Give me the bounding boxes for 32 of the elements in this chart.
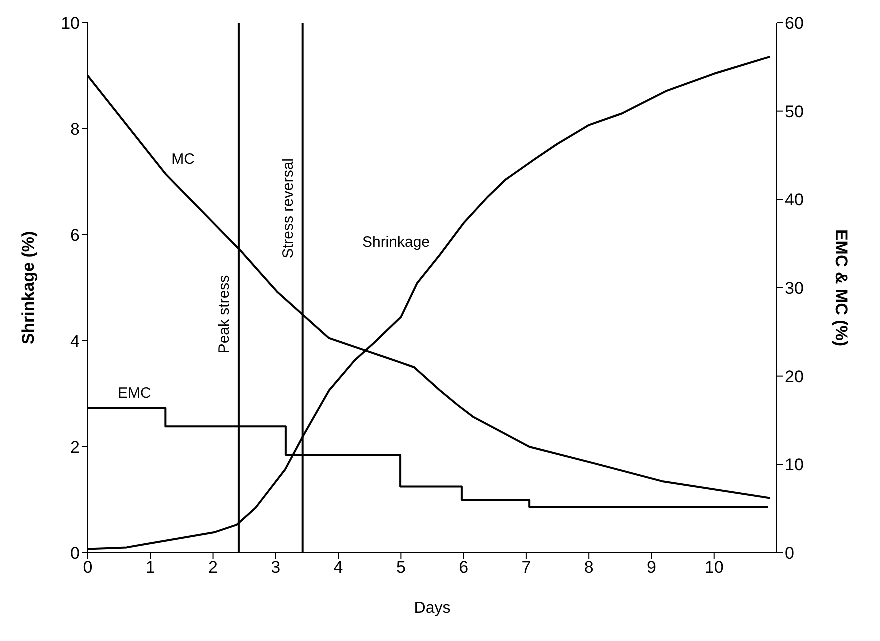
- series-label: EMC: [118, 385, 152, 402]
- x-tick-label: 3: [271, 558, 281, 578]
- y-tick-label: 10: [61, 14, 80, 34]
- y-tick-label: 2: [70, 438, 80, 458]
- y-tick-label: 4: [70, 332, 80, 352]
- y2-tick-label: 40: [785, 190, 804, 210]
- y2-axis-title: EMC & MC (%): [832, 229, 851, 347]
- x-tick-label: 9: [646, 558, 656, 578]
- x-tick-label: 6: [459, 558, 469, 578]
- y2-tick-label: 30: [785, 279, 804, 298]
- x-axis-title: Days: [414, 600, 451, 617]
- y2-tick-label: 60: [785, 14, 804, 34]
- y2-tick-label: 20: [785, 367, 804, 386]
- series-label: Shrinkage: [362, 234, 430, 252]
- y-tick-label: 0: [70, 544, 80, 564]
- ref-line-label: Stress reversal: [280, 158, 297, 259]
- y2-tick-label: 10: [785, 456, 804, 475]
- x-tick-label: 10: [704, 558, 724, 578]
- y-axis-title: Shrinkage (%): [19, 231, 38, 345]
- x-tick-label: 2: [208, 558, 218, 578]
- y-tick-label: 8: [70, 120, 80, 140]
- x-tick-label: 1: [146, 558, 156, 578]
- x-tick-label: 7: [522, 558, 532, 578]
- y2-tick-label: 0: [785, 544, 794, 564]
- x-tick-label: 4: [334, 558, 344, 578]
- series-label: MC: [172, 151, 196, 168]
- x-tick-label: 0: [83, 558, 93, 578]
- ref-line-label: Peak stress: [216, 275, 233, 354]
- x-tick-label: 8: [584, 558, 594, 578]
- x-tick-label: 5: [396, 558, 406, 578]
- y-tick-label: 6: [70, 226, 80, 246]
- y2-tick-label: 50: [785, 102, 804, 122]
